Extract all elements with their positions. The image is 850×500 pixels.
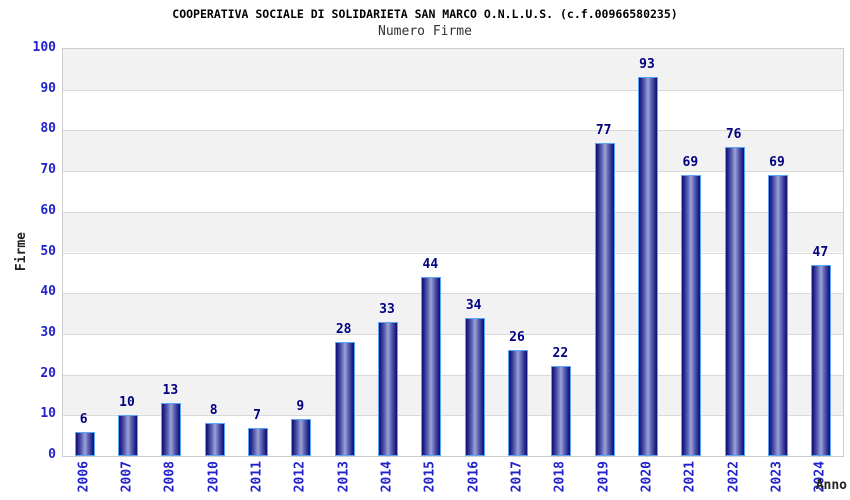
y-tick-label: 70: [40, 162, 56, 178]
bar: [421, 276, 442, 456]
y-tick-label: 60: [40, 202, 56, 218]
plot-band: [63, 333, 843, 375]
x-tick-label: 2020: [639, 461, 655, 493]
x-tick-label: 2018: [552, 461, 568, 493]
bar-value-label: 93: [639, 57, 655, 73]
plot-band: [63, 415, 843, 456]
bar: [334, 342, 355, 456]
bar: [811, 264, 832, 456]
y-tick-label: 50: [40, 243, 56, 259]
x-tick-label: 2008: [162, 461, 178, 493]
x-tick-label: 2006: [76, 461, 92, 493]
x-tick-label: 2022: [726, 461, 742, 493]
gridline: [63, 333, 843, 335]
plot-band: [63, 49, 843, 90]
x-tick-label: 2014: [379, 461, 395, 493]
plot-area: [62, 48, 844, 457]
gridline: [63, 415, 843, 417]
bar: [291, 419, 312, 456]
gridline: [63, 374, 843, 376]
x-tick-label: 2015: [422, 461, 438, 493]
x-tick-label: 2007: [119, 461, 135, 493]
chart-subtitle: Numero Firme: [378, 24, 472, 39]
bar-value-label: 26: [509, 330, 525, 346]
y-tick-label: 80: [40, 121, 56, 137]
x-tick-label: 2012: [292, 461, 308, 493]
bar: [378, 321, 398, 456]
x-tick-label: 2017: [509, 461, 525, 493]
bar: [638, 77, 658, 456]
bar-value-label: 76: [725, 126, 742, 142]
y-tick-label: 0: [48, 447, 56, 462]
x-tick-label: 2016: [466, 461, 482, 493]
bar-value-label: 69: [682, 155, 699, 171]
bar-value-label: 34: [465, 297, 482, 313]
y-tick-label: 10: [40, 406, 56, 422]
plot-band: [63, 252, 843, 294]
bar-value-label: 77: [595, 122, 612, 138]
bar: [118, 415, 138, 456]
bar-value-label: 69: [769, 155, 785, 171]
x-axis-title: Anno: [815, 478, 847, 493]
x-tick-label: 2011: [249, 461, 265, 493]
x-tick-label: 2023: [769, 461, 785, 493]
bar-value-label: 47: [812, 244, 829, 260]
plot-band: [63, 171, 843, 212]
bar: [724, 146, 745, 456]
plot-band: [63, 130, 843, 172]
gridline: [63, 293, 843, 295]
bar: [681, 175, 702, 456]
bar: [204, 423, 225, 456]
bar: [594, 142, 615, 456]
x-tick-label: 2010: [206, 461, 222, 493]
x-tick-label: 2019: [596, 461, 612, 493]
bar-value-label: 22: [552, 346, 569, 362]
bar-value-label: 13: [162, 383, 179, 399]
bar: [768, 175, 788, 456]
gridline: [63, 130, 843, 132]
plot-band: [63, 374, 843, 416]
plot-band: [63, 89, 843, 131]
bar-value-label: 7: [253, 407, 261, 423]
gridline: [63, 171, 843, 173]
bar-value-label: 8: [209, 403, 218, 419]
plot-band: [63, 293, 843, 334]
bar: [551, 366, 572, 456]
chart-title: COOPERATIVA SOCIALE DI SOLIDARIETA SAN M…: [172, 7, 678, 21]
y-tick-label: 30: [40, 324, 56, 340]
bar-value-label: 28: [335, 322, 352, 338]
x-tick-label: 2021: [682, 461, 698, 493]
gridline: [63, 211, 843, 213]
bar-value-label: 44: [422, 256, 439, 272]
bar-value-label: 33: [379, 301, 395, 317]
plot-band: [63, 211, 843, 253]
y-tick-label: 20: [40, 365, 56, 381]
bar: [508, 350, 528, 456]
y-tick-label: 100: [32, 40, 56, 55]
bar-value-label: 10: [119, 395, 135, 411]
bar: [464, 317, 485, 456]
y-tick-label: 40: [40, 284, 56, 300]
bar: [74, 431, 95, 456]
gridline: [63, 252, 843, 254]
bar-value-label: 9: [296, 399, 305, 415]
y-axis-title: Firme: [14, 232, 29, 272]
bar: [248, 427, 268, 456]
bar: [161, 403, 182, 456]
x-tick-label: 2013: [336, 461, 352, 493]
bar-value-label: 6: [79, 411, 88, 427]
gridline: [63, 89, 843, 91]
y-tick-label: 90: [40, 80, 56, 96]
